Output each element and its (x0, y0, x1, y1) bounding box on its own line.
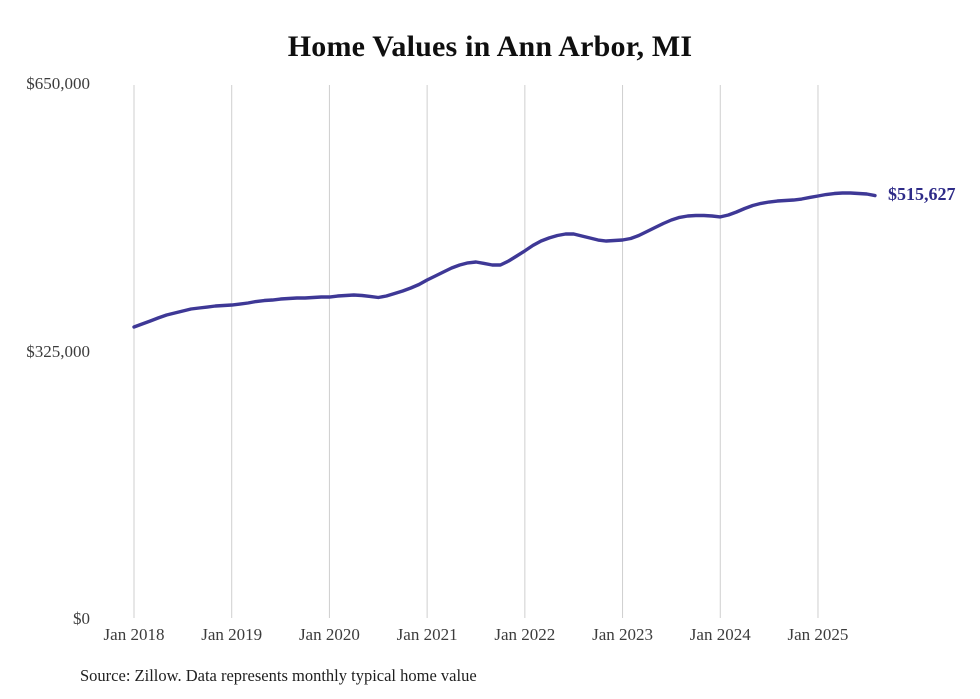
x-tick-label: Jan 2022 (494, 625, 556, 644)
x-tick-label: Jan 2018 (103, 625, 165, 644)
x-tick-label: Jan 2024 (689, 625, 751, 644)
y-tick-label: $0 (73, 609, 90, 628)
source-note: Source: Zillow. Data represents monthly … (80, 666, 477, 685)
x-tick-label: Jan 2021 (396, 625, 458, 644)
x-tick-label: Jan 2020 (298, 625, 360, 644)
chart-title: Home Values in Ann Arbor, MI (287, 30, 693, 63)
y-tick-label: $325,000 (26, 341, 90, 361)
x-tick-label: Jan 2023 (592, 625, 653, 644)
latest-value-label: $515,627 (887, 183, 956, 204)
x-tick-label: Jan 2019 (201, 625, 263, 644)
y-tick-label: $650,000 (26, 74, 90, 93)
home-value-line (132, 191, 877, 329)
x-tick-label: Jan 2025 (787, 625, 849, 644)
